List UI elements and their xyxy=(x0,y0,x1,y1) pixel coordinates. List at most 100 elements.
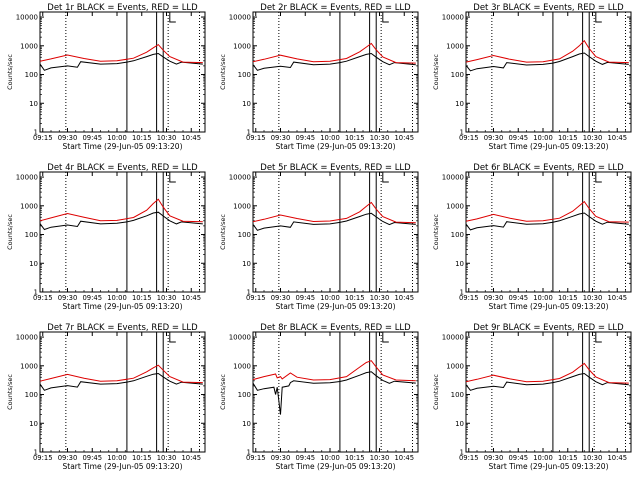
corner-marker xyxy=(382,12,389,23)
y-tick-label: 1000 xyxy=(446,202,464,210)
y-axis-label: Counts/sec xyxy=(432,214,440,250)
panel-title: Det 9r BLACK = Events, RED = LLD xyxy=(473,323,624,333)
x-axis-label: Start Time (29-Jun-05 09:13:20) xyxy=(276,302,396,311)
y-tick-label: 10000 xyxy=(16,14,38,22)
y-tick-label: 10 xyxy=(29,260,38,268)
x-tick-label: 09:15 xyxy=(459,294,479,302)
y-axis-label: Counts/sec xyxy=(219,54,227,90)
y-tick-label: 10 xyxy=(455,100,464,108)
x-tick-label: 09:15 xyxy=(33,134,53,142)
y-tick-label: 1 xyxy=(247,449,251,457)
detector-panel-8: Det 8r BLACK = Events, RED = LLD Counts/s… xyxy=(219,323,419,471)
x-tick-label: 10:30 xyxy=(157,454,177,462)
y-tick-label: 1000 xyxy=(446,42,464,50)
x-tick-label: 09:45 xyxy=(295,294,315,302)
x-axis-label: Start Time (29-Jun-05 09:13:20) xyxy=(489,462,609,471)
corner-marker xyxy=(169,172,176,183)
y-tick-label: 10000 xyxy=(442,334,464,342)
corner-marker xyxy=(595,332,602,343)
corner-marker xyxy=(595,12,602,23)
series-lld xyxy=(465,362,629,384)
series-lld xyxy=(39,198,203,223)
x-tick-label: 09:15 xyxy=(459,134,479,142)
x-tick-label: 10:00 xyxy=(107,454,127,462)
panel-title: Det 5r BLACK = Events, RED = LLD xyxy=(260,163,411,173)
x-tick-label: 09:45 xyxy=(295,454,315,462)
series-events xyxy=(39,52,203,71)
series-events xyxy=(465,52,629,72)
panel-title: Det 1r BLACK = Events, RED = LLD xyxy=(47,3,198,13)
x-axis-label: Start Time (29-Jun-05 09:13:20) xyxy=(63,462,183,471)
y-tick-label: 1 xyxy=(34,289,38,297)
x-axis-label: Start Time (29-Jun-05 09:13:20) xyxy=(489,302,609,311)
x-tick-label: 10:15 xyxy=(558,134,578,142)
y-tick-label: 100 xyxy=(238,231,251,239)
x-tick-label: 09:15 xyxy=(246,294,266,302)
plot-frame xyxy=(39,171,206,293)
y-tick-label: 1 xyxy=(460,129,464,137)
x-axis-label: Start Time (29-Jun-05 09:13:20) xyxy=(489,142,609,151)
x-tick-label: 10:15 xyxy=(132,454,152,462)
y-axis-label: Counts/sec xyxy=(432,374,440,410)
plot-frame xyxy=(252,171,419,293)
y-tick-label: 100 xyxy=(451,71,464,79)
detector-panel-3: Det 3r BLACK = Events, RED = LLD Counts/s… xyxy=(432,3,632,151)
detector-panel-4: Det 4r BLACK = Events, RED = LLD Counts/s… xyxy=(6,163,206,311)
detector-panel-6: Det 6r BLACK = Events, RED = LLD Counts/s… xyxy=(432,163,632,311)
x-tick-label: 09:30 xyxy=(271,294,291,302)
y-tick-label: 1000 xyxy=(20,362,38,370)
x-tick-label: 10:45 xyxy=(607,454,627,462)
y-tick-label: 1000 xyxy=(233,202,251,210)
y-tick-label: 10 xyxy=(455,260,464,268)
x-tick-label: 09:30 xyxy=(271,134,291,142)
corner-marker xyxy=(382,332,389,343)
panel-title: Det 7r BLACK = Events, RED = LLD xyxy=(47,323,198,333)
series-events xyxy=(252,212,416,231)
plot-frame xyxy=(465,11,632,133)
y-tick-label: 100 xyxy=(451,391,464,399)
series-lld xyxy=(39,364,203,384)
x-tick-label: 10:00 xyxy=(533,294,553,302)
x-tick-label: 10:30 xyxy=(370,454,390,462)
x-axis-label: Start Time (29-Jun-05 09:13:20) xyxy=(276,462,396,471)
y-axis-label: Counts/sec xyxy=(6,214,14,250)
x-axis-label: Start Time (29-Jun-05 09:13:20) xyxy=(63,302,183,311)
x-tick-label: 10:30 xyxy=(583,134,603,142)
corner-marker xyxy=(169,12,176,23)
series-lld xyxy=(252,360,416,382)
x-tick-label: 10:30 xyxy=(370,134,390,142)
y-tick-label: 1 xyxy=(34,129,38,137)
detector-panel-1: Det 1r BLACK = Events, RED = LLD Counts/s… xyxy=(6,3,206,151)
x-tick-label: 09:30 xyxy=(484,454,504,462)
x-tick-label: 09:15 xyxy=(246,454,266,462)
x-tick-label: 10:45 xyxy=(181,134,201,142)
panel-title: Det 6r BLACK = Events, RED = LLD xyxy=(473,163,624,173)
x-tick-label: 10:45 xyxy=(181,454,201,462)
series-events xyxy=(465,372,629,391)
y-axis-label: Counts/sec xyxy=(219,374,227,410)
panel-title: Det 2r BLACK = Events, RED = LLD xyxy=(260,3,411,13)
x-tick-label: 09:30 xyxy=(484,294,504,302)
y-tick-label: 10000 xyxy=(229,14,251,22)
y-tick-label: 10000 xyxy=(16,174,38,182)
y-tick-label: 10 xyxy=(29,100,38,108)
corner-marker xyxy=(382,172,389,183)
x-tick-label: 10:15 xyxy=(345,134,365,142)
y-axis-label: Counts/sec xyxy=(6,374,14,410)
panel-title: Det 4r BLACK = Events, RED = LLD xyxy=(47,163,198,173)
y-axis-label: Counts/sec xyxy=(219,214,227,250)
y-tick-label: 1 xyxy=(34,449,38,457)
y-tick-label: 10000 xyxy=(229,334,251,342)
x-tick-label: 09:30 xyxy=(484,134,504,142)
x-tick-label: 10:30 xyxy=(583,294,603,302)
y-tick-label: 10000 xyxy=(442,174,464,182)
series-events xyxy=(39,211,203,231)
x-tick-label: 09:30 xyxy=(58,454,78,462)
x-tick-label: 10:00 xyxy=(107,134,127,142)
plot-frame xyxy=(252,11,419,133)
x-tick-label: 10:15 xyxy=(345,294,365,302)
x-tick-label: 10:00 xyxy=(533,134,553,142)
x-tick-label: 10:45 xyxy=(607,134,627,142)
x-tick-label: 10:15 xyxy=(558,454,578,462)
corner-marker xyxy=(169,332,176,343)
